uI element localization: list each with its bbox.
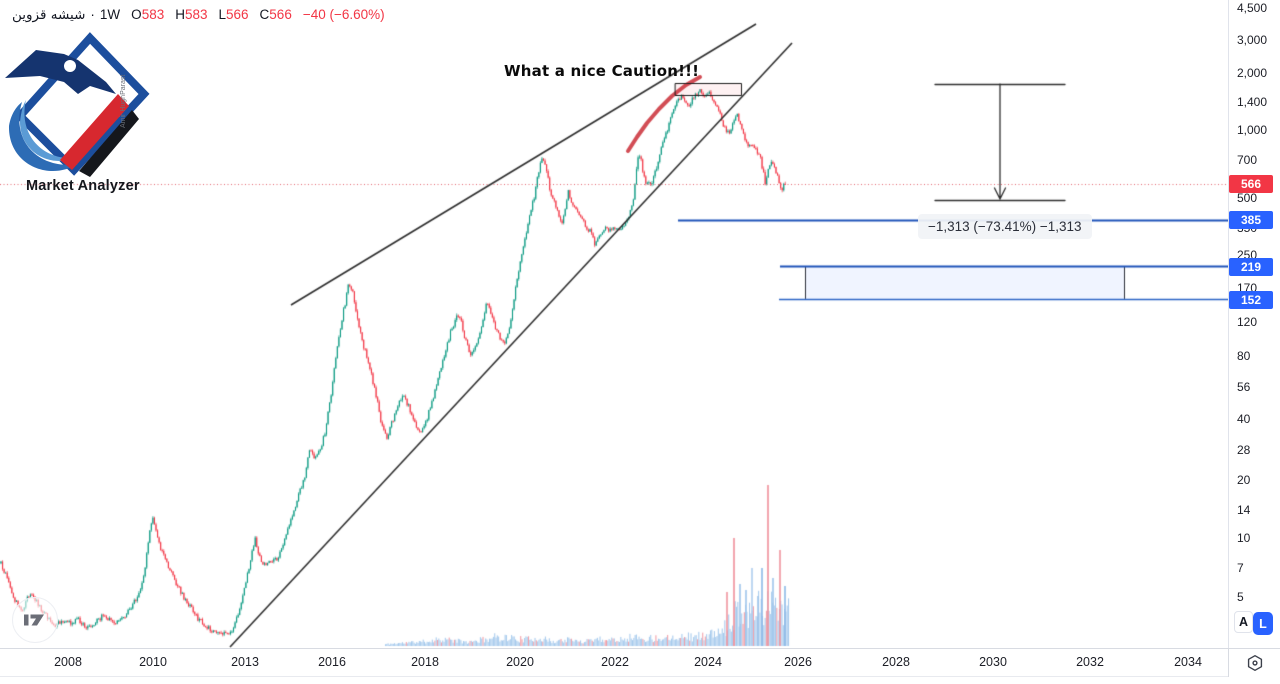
- year-tick-label: 2030: [979, 655, 1007, 669]
- price-level-badge: 219: [1229, 258, 1273, 276]
- year-tick-label: 2024: [694, 655, 722, 669]
- price-tick-label: 40: [1237, 412, 1251, 426]
- change-value: −40 (−6.60%): [302, 7, 385, 22]
- time-scale[interactable]: 2008 2010 2013 2016 2018 2020 2022 2024 2026 2028…: [0, 648, 1228, 676]
- price-tick-label: 56: [1237, 380, 1251, 394]
- legend-separator: ·: [90, 7, 95, 22]
- chart-pane[interactable]: شیشه قزوین · 1W O583 H583 L566 C566 −40 …: [0, 0, 1228, 648]
- logo-caption: Market Analyzer: [26, 178, 140, 194]
- year-tick-label: 2028: [882, 655, 910, 669]
- price-tick-label: 5: [1237, 590, 1244, 604]
- price-tick-label: 2,000: [1237, 66, 1268, 80]
- price-tick-label: 4,500: [1237, 1, 1268, 15]
- year-tick-label: 2034: [1174, 655, 1202, 669]
- price-tick-label: 7: [1237, 561, 1244, 575]
- price-tick-label: 80: [1237, 349, 1251, 363]
- symbol-legend: شیشه قزوین · 1W O583 H583 L566 C566 −40 …: [12, 7, 385, 23]
- bottom-divider: [0, 676, 1280, 677]
- year-tick-label: 2026: [784, 655, 812, 669]
- year-tick-label: 2016: [318, 655, 346, 669]
- year-tick-label: 2018: [411, 655, 439, 669]
- caution-annotation[interactable]: What a nice Caution!!!: [504, 62, 700, 80]
- high-label: H: [175, 7, 185, 22]
- scale-corner: [1228, 648, 1280, 677]
- price-tick-label: 1,000: [1237, 123, 1268, 137]
- price-scale[interactable]: A L 4,5003,0002,0001,4001,00070050035025…: [1228, 0, 1280, 648]
- timeframe-selector[interactable]: 1W: [99, 7, 121, 22]
- price-tick-label: 20: [1237, 473, 1251, 487]
- price-tick-label: 10: [1237, 531, 1251, 545]
- tradingview-logo-icon: [24, 614, 44, 626]
- price-tick-label: 14: [1237, 503, 1251, 517]
- market-analyzer-logo: Market Analyzer Amir HughParast: [2, 30, 162, 200]
- auto-scale-button[interactable]: A: [1234, 611, 1253, 633]
- year-tick-label: 2013: [231, 655, 259, 669]
- low-value: 566: [226, 7, 249, 22]
- open-value: 583: [141, 7, 165, 22]
- close-value: 566: [269, 7, 292, 22]
- price-level-badge: 566: [1229, 175, 1273, 193]
- close-label: C: [259, 7, 270, 22]
- low-label: L: [218, 7, 227, 22]
- symbol-name[interactable]: شیشه قزوین: [12, 7, 86, 23]
- price-level-badge: 152: [1229, 291, 1273, 309]
- year-tick-label: 2032: [1076, 655, 1104, 669]
- price-tick-label: 3,000: [1237, 33, 1268, 47]
- price-tick-label: 1,400: [1237, 95, 1268, 109]
- price-tick-label: 500: [1237, 191, 1258, 205]
- scales-settings-gear-icon[interactable]: [1244, 652, 1266, 674]
- price-tick-label: 700: [1237, 153, 1258, 167]
- high-value: 583: [184, 7, 208, 22]
- price-chart-canvas[interactable]: [0, 0, 1228, 648]
- open-label: O: [131, 7, 142, 22]
- log-scale-button[interactable]: L: [1253, 612, 1273, 635]
- year-tick-label: 2022: [601, 655, 629, 669]
- tradingview-watermark[interactable]: [12, 597, 58, 643]
- measure-label[interactable]: −1,313 (−73.41%) −1,313: [918, 214, 1092, 239]
- price-level-badge: 385: [1229, 211, 1273, 229]
- price-tick-label: 28: [1237, 443, 1251, 457]
- logo-credit: Amir HughParast: [120, 74, 127, 128]
- year-tick-label: 2020: [506, 655, 534, 669]
- year-tick-label: 2008: [54, 655, 82, 669]
- price-tick-label: 120: [1237, 315, 1258, 329]
- year-tick-label: 2010: [139, 655, 167, 669]
- market-analyzer-logo-graphic: [5, 32, 150, 177]
